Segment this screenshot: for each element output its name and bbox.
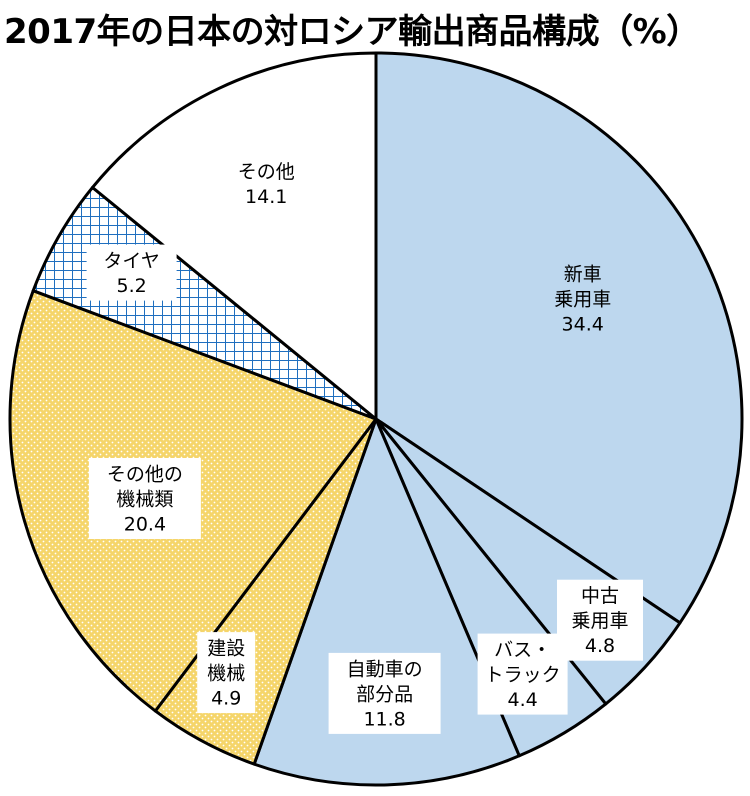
pie-slice-3: [252, 417, 521, 787]
slice-value-7: 14.1: [245, 186, 287, 208]
slice-label-box-4: [197, 632, 256, 714]
slice-label-text-5: 機械類: [116, 489, 173, 511]
slice-label-text-6: タイヤ: [103, 250, 159, 272]
slice-value-4: 4.9: [211, 688, 241, 710]
slice-label-text-5: その他の: [107, 464, 183, 486]
slice-value-0: 34.4: [562, 314, 604, 336]
slice-value-2: 4.4: [507, 689, 537, 711]
slice-label-box-5: [88, 458, 201, 539]
slice-value-3: 11.8: [363, 708, 405, 730]
slice-label-box-1: [557, 579, 643, 661]
slice-label-6: タイヤ 5.2: [86, 244, 177, 301]
slice-label-box-2: [477, 633, 568, 715]
slice-value-6: 5.2: [116, 275, 146, 297]
slice-value-5: 20.4: [124, 514, 166, 536]
pie-labels: 新車乗用車34.4中古乗用車4.8バス・トラック4.4自動車の部分品11.8建設…: [86, 161, 643, 734]
slice-value-1: 4.8: [585, 635, 615, 657]
slice-label-2: バス・トラック 4.4: [477, 633, 568, 715]
slice-label-text-0: 乗用車: [554, 289, 611, 311]
slice-label-box-3: [328, 652, 441, 734]
slice-label-text-4: 機械: [207, 663, 245, 685]
pie-slice-7: [91, 51, 378, 421]
slice-label-7: その他 14.1: [238, 161, 295, 208]
chart-title: 2017年の日本の対ロシア輸出商品構成（%）: [4, 12, 700, 52]
slice-label-text-0: 新車: [564, 264, 602, 286]
slice-label-text-3: 自動車の: [347, 658, 423, 680]
pie-slice-0: [374, 51, 744, 625]
slice-label-text-2: バス・: [494, 639, 551, 661]
slice-label-text-4: 建設: [207, 638, 245, 660]
slice-label-box-6: [86, 244, 177, 301]
slice-label-text-3: 部分品: [356, 683, 413, 705]
slice-label-text-1: 乗用車: [571, 610, 628, 632]
slice-label-text-7: その他: [238, 161, 295, 183]
slice-label-text-1: 中古: [581, 585, 619, 607]
slice-label-text-2: トラック: [485, 664, 561, 686]
